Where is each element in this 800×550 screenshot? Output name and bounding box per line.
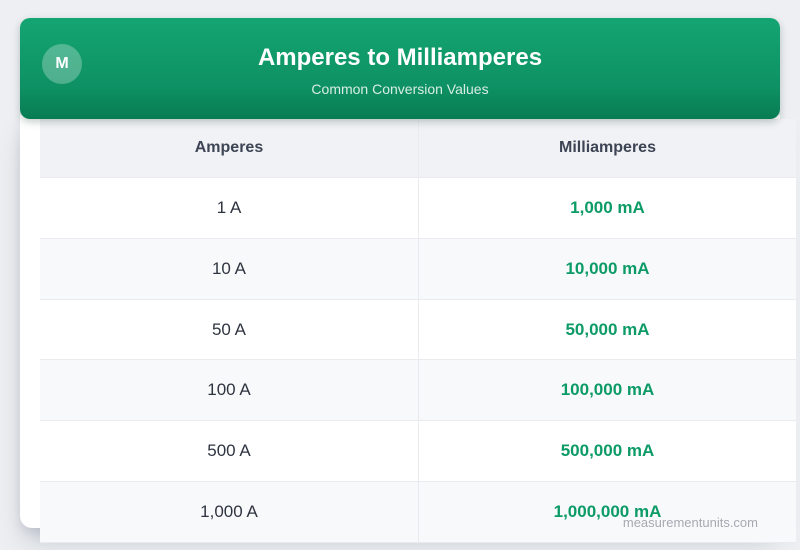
page-subtitle: Common Conversion Values [311, 81, 489, 98]
table-row: 1,000 A 1,000,000 mA [40, 482, 796, 543]
amperes-cell: 1 A [40, 178, 419, 238]
milliamperes-cell: 10,000 mA [565, 258, 650, 278]
column-header-milliamperes: Milliamperes [559, 139, 656, 156]
header-card: M Amperes to Milliamperes Common Convers… [20, 18, 780, 119]
amperes-cell: 100 A [40, 360, 419, 421]
page-title: Amperes to Milliamperes [257, 43, 543, 71]
amperes-cell: 50 A [40, 299, 419, 360]
amperes-cell: 1,000 A [40, 482, 419, 542]
table-row: 500 A 500,000 mA [40, 421, 796, 483]
conversion-table: Amperes Milliamperes 1 A 1,000 mA 10 A 10,0… [40, 119, 796, 543]
table-row: 10 A 10,000 mA [40, 238, 796, 300]
table-row: 100 A 100,000 mA [40, 360, 796, 422]
milliamperes-cell: 50,000 mA [565, 319, 650, 339]
milliamperes-cell: 1,000,000 mA [553, 502, 662, 522]
table-row: 1 A 1,000 mA [40, 178, 796, 239]
column-header-amperes: Amperes [40, 119, 419, 177]
avatar: M [42, 44, 82, 84]
table-header-row: Amperes Milliamperes [40, 119, 796, 178]
milliamperes-cell: 1,000 mA [570, 197, 645, 217]
amperes-cell: 500 A [40, 421, 419, 482]
avatar-letter: M [55, 55, 69, 72]
milliamperes-cell: 100,000 mA [560, 380, 655, 400]
milliamperes-cell: 500,000 mA [560, 441, 655, 461]
watermark: measurementunits.com [622, 515, 758, 530]
table-row: 50 A 50,000 mA [40, 299, 796, 361]
amperes-cell: 10 A [40, 238, 419, 299]
